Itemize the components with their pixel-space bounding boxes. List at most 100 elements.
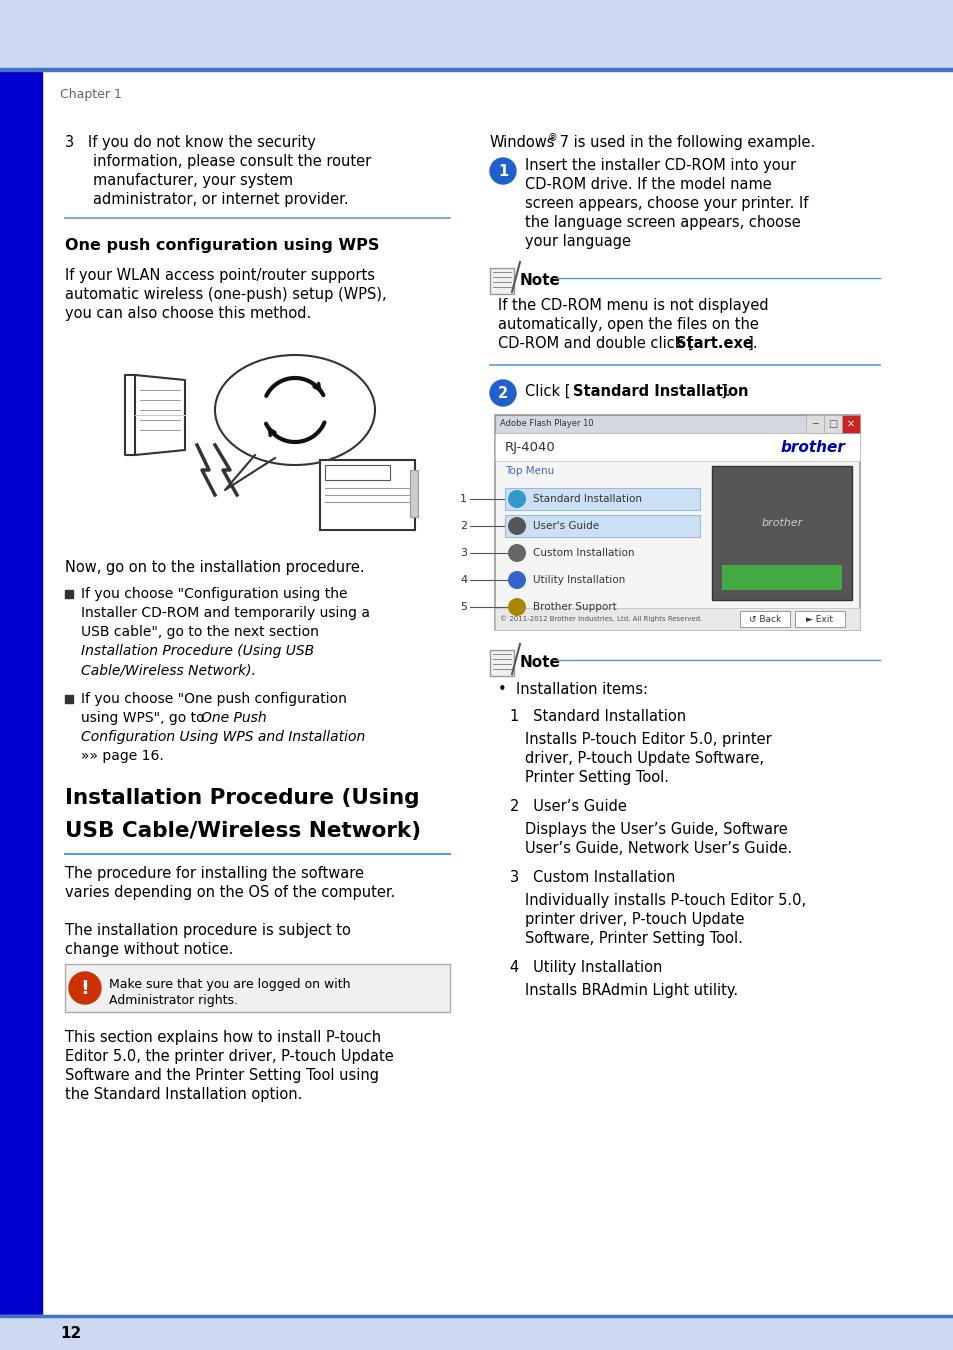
Text: Note: Note	[519, 273, 560, 288]
Text: Installs P-touch Editor 5.0, printer: Installs P-touch Editor 5.0, printer	[524, 732, 771, 747]
Text: 2   User’s Guide: 2 User’s Guide	[510, 799, 626, 814]
Bar	[495, 414, 859, 433]
Text: Adobe Flash Player 10: Adobe Flash Player 10	[499, 420, 593, 428]
Text: 12: 12	[60, 1326, 81, 1341]
Text: Administrator rights.: Administrator rights.	[109, 994, 237, 1007]
Text: ─: ─	[811, 418, 817, 429]
Text: screen appears, choose your printer. If: screen appears, choose your printer. If	[524, 196, 807, 211]
Text: manufacturer, your system: manufacturer, your system	[92, 173, 293, 188]
Text: USB Cable/Wireless Network): USB Cable/Wireless Network)	[65, 821, 420, 841]
Text: Note: Note	[519, 655, 560, 670]
Text: ↺ Back: ↺ Back	[748, 614, 781, 624]
Bar	[319, 460, 415, 531]
Text: Utility Installation: Utility Installation	[533, 575, 624, 585]
Text: Individually installs P-touch Editor 5.0,: Individually installs P-touch Editor 5.0…	[524, 892, 805, 909]
Text: One Push: One Push	[201, 711, 266, 725]
Text: © 2011-2012 Brother Industries, Ltd. All Rights Reserved.: © 2011-2012 Brother Industries, Ltd. All…	[499, 616, 701, 622]
Text: driver, P-touch Update Software,: driver, P-touch Update Software,	[524, 751, 763, 765]
Text: brother: brother	[780, 440, 844, 455]
Text: If the CD-ROM menu is not displayed: If the CD-ROM menu is not displayed	[497, 298, 768, 313]
Polygon shape	[225, 455, 274, 490]
Text: Click [: Click [	[524, 383, 570, 400]
Text: Insert the installer CD-ROM into your: Insert the installer CD-ROM into your	[524, 158, 796, 173]
Ellipse shape	[214, 355, 375, 464]
Text: you can also choose this method.: you can also choose this method.	[65, 306, 311, 321]
Text: ].: ].	[720, 383, 731, 400]
Text: information, please consult the router: information, please consult the router	[92, 154, 371, 169]
Bar	[495, 608, 859, 630]
Bar	[0, 68, 953, 72]
Text: User’s Guide, Network User’s Guide.: User’s Guide, Network User’s Guide.	[524, 841, 791, 856]
Circle shape	[507, 517, 525, 535]
Bar	[504, 514, 700, 537]
Text: RJ-4040: RJ-4040	[504, 440, 556, 454]
Text: Top Menu: Top Menu	[504, 466, 554, 477]
Bar	[325, 464, 390, 481]
Text: User's Guide: User's Guide	[533, 521, 598, 531]
Text: If you choose "One push configuration: If you choose "One push configuration	[81, 693, 347, 706]
Bar	[410, 470, 417, 517]
Text: 1: 1	[459, 494, 467, 504]
Text: USB cable", go to the next section: USB cable", go to the next section	[81, 625, 318, 639]
Text: Installs BRAdmin Light utility.: Installs BRAdmin Light utility.	[524, 983, 738, 998]
Bar	[0, 1315, 953, 1318]
Text: Make sure that you are logged on with: Make sure that you are logged on with	[109, 977, 350, 991]
Text: Displays the User’s Guide, Software: Displays the User’s Guide, Software	[524, 822, 787, 837]
Text: Standard Installation: Standard Installation	[533, 494, 641, 504]
Bar	[495, 433, 859, 460]
Text: 2: 2	[497, 386, 508, 401]
Bar	[0, 0, 953, 68]
Text: Standard Installation: Standard Installation	[573, 383, 748, 400]
Text: Chapter 1: Chapter 1	[60, 88, 122, 101]
Bar	[495, 414, 859, 630]
Circle shape	[69, 972, 101, 1004]
Bar	[721, 566, 841, 590]
Text: printer driver, P-touch Update: printer driver, P-touch Update	[524, 913, 743, 927]
Text: If you choose "Configuration using the: If you choose "Configuration using the	[81, 587, 347, 601]
Text: Brother Support: Brother Support	[533, 602, 616, 612]
Text: 1: 1	[497, 163, 508, 178]
Text: change without notice.: change without notice.	[65, 942, 233, 957]
Text: Now, go on to the installation procedure.: Now, go on to the installation procedure…	[65, 560, 364, 575]
Text: Installer CD-ROM and temporarily using a: Installer CD-ROM and temporarily using a	[81, 606, 370, 620]
Text: Editor 5.0, the printer driver, P-touch Update: Editor 5.0, the printer driver, P-touch …	[65, 1049, 394, 1064]
Circle shape	[490, 158, 516, 184]
Text: using WPS", go to: using WPS", go to	[81, 711, 209, 725]
Text: Software and the Printer Setting Tool using: Software and the Printer Setting Tool us…	[65, 1068, 378, 1083]
Text: ].: ].	[747, 336, 758, 351]
Text: If your WLAN access point/router supports: If your WLAN access point/router support…	[65, 269, 375, 284]
Text: 3: 3	[459, 548, 467, 558]
Text: automatic wireless (one-push) setup (WPS),: automatic wireless (one-push) setup (WPS…	[65, 288, 386, 302]
Text: CD-ROM and double click [: CD-ROM and double click [	[497, 336, 693, 351]
Text: administrator, or internet provider.: administrator, or internet provider.	[92, 192, 348, 207]
Text: the language screen appears, choose: the language screen appears, choose	[524, 215, 800, 230]
Text: Configuration Using WPS and Installation: Configuration Using WPS and Installation	[81, 730, 365, 744]
Text: »» page 16.: »» page 16.	[81, 749, 164, 763]
Bar	[805, 414, 823, 433]
Bar	[740, 612, 789, 626]
Text: □: □	[827, 418, 837, 429]
Bar	[65, 695, 73, 703]
Text: brother: brother	[760, 518, 801, 528]
Text: The procedure for installing the software: The procedure for installing the softwar…	[65, 865, 364, 882]
Text: Printer Setting Tool.: Printer Setting Tool.	[524, 769, 668, 784]
Bar	[490, 269, 514, 294]
Text: automatically, open the files on the: automatically, open the files on the	[497, 317, 758, 332]
Circle shape	[507, 544, 525, 562]
Bar	[490, 649, 514, 676]
Circle shape	[507, 571, 525, 589]
Bar	[823, 414, 841, 433]
Text: 3   If you do not know the security: 3 If you do not know the security	[65, 135, 315, 150]
Text: •  Installation items:: • Installation items:	[497, 682, 647, 697]
Text: This section explains how to install P-touch: This section explains how to install P-t…	[65, 1030, 381, 1045]
Bar	[0, 1315, 953, 1350]
Bar	[65, 590, 73, 598]
Text: CD-ROM drive. If the model name: CD-ROM drive. If the model name	[524, 177, 771, 192]
Text: 3   Custom Installation: 3 Custom Installation	[510, 869, 675, 886]
Text: 4: 4	[459, 575, 467, 585]
Text: ✕: ✕	[846, 418, 854, 429]
Text: ► Exit: ► Exit	[805, 614, 833, 624]
Text: Installation Procedure (Using: Installation Procedure (Using	[65, 788, 419, 809]
Text: The installation procedure is subject to: The installation procedure is subject to	[65, 923, 351, 938]
Bar	[794, 612, 844, 626]
